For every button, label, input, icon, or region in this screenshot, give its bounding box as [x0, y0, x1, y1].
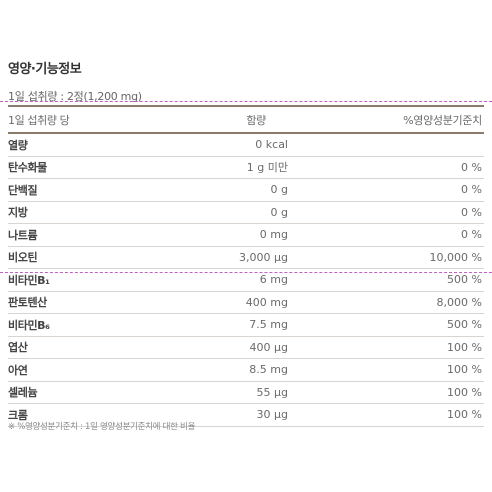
nutrition-table: 1일 섭취량 당 함량 %영양성분기준치 열량 0 kcal 탄수화물 1 g 미만 0… [8, 107, 484, 427]
nutrient-daily-value: 0 % [461, 183, 482, 197]
nutrient-amount: 30 μg [256, 408, 288, 422]
table-top-rule [8, 105, 484, 107]
nutrient-daily-value: 500 % [447, 318, 482, 332]
nutrient-amount: 55 μg [256, 385, 288, 399]
table-row: 열량 0 kcal [8, 134, 484, 157]
header-name: 1일 섭취량 당 [8, 113, 70, 127]
nutrient-daily-value: 0 % [461, 205, 482, 219]
nutrient-name: 비타민B₆ [8, 318, 50, 332]
table-row: 크롬 30 μg 100 % [8, 404, 484, 427]
nutrient-name: 엽산 [8, 341, 28, 355]
nutrient-name: 크롬 [8, 408, 28, 422]
nutrient-daily-value: 100 % [447, 408, 482, 422]
nutrient-name: 열량 [8, 138, 28, 152]
guide-line-top [0, 101, 492, 102]
table-row: 단백질 0 g 0 % [8, 179, 484, 202]
nutrient-daily-value: 0 % [461, 228, 482, 242]
table-row: 비오틴 3,000 μg 10,000 % [8, 247, 484, 269]
nutrient-amount: 6 mg [259, 273, 288, 287]
panel-title: 영양·기능정보 [8, 62, 82, 77]
nutrient-amount: 1 g 미만 [246, 161, 288, 175]
nutrient-name: 아연 [8, 363, 28, 377]
table-row: 비타민B₁ 6 mg 500 % [8, 269, 484, 292]
nutrient-name: 비타민B₁ [8, 273, 50, 287]
nutrient-amount: 0 g [270, 183, 288, 197]
footnote: ※ %영양성분기준치 : 1일 영양성분기준치에 대한 비율 [8, 422, 196, 432]
table-header: 1일 섭취량 당 함량 %영양성분기준치 [8, 107, 484, 134]
table-row: 탄수화물 1 g 미만 0 % [8, 157, 484, 179]
table-row: 셀레늄 55 μg 100 % [8, 382, 484, 404]
nutrient-name: 탄수화물 [8, 161, 47, 175]
nutrient-amount: 0 kcal [255, 138, 288, 152]
header-daily-value: %영양성분기준치 [403, 113, 482, 127]
nutrient-name: 나트륨 [8, 228, 38, 242]
table-row: 비타민B₆ 7.5 mg 500 % [8, 314, 484, 337]
nutrient-name: 지방 [8, 206, 28, 220]
serving-size: 1일 섭취량 : 2정(1,200 mg) [8, 90, 142, 103]
header-amount: 함량 [246, 113, 266, 127]
nutrient-daily-value: 500 % [447, 273, 482, 287]
nutrient-amount: 7.5 mg [249, 318, 288, 332]
guide-line-bottom [0, 272, 492, 273]
nutrient-amount: 0 mg [259, 228, 288, 242]
nutrient-name: 판토텐산 [8, 296, 47, 310]
nutrient-amount: 0 g [270, 205, 288, 219]
nutrient-name: 단백질 [8, 183, 38, 197]
nutrient-daily-value: 100 % [447, 363, 482, 377]
table-row: 엽산 400 μg 100 % [8, 337, 484, 359]
nutrient-amount: 3,000 μg [239, 250, 288, 264]
table-row: 아연 8.5 mg 100 % [8, 359, 484, 382]
nutrient-amount: 8.5 mg [249, 363, 288, 377]
nutrient-amount: 400 μg [249, 340, 288, 354]
table-row: 나트륨 0 mg 0 % [8, 224, 484, 247]
nutrient-daily-value: 100 % [447, 340, 482, 354]
nutrient-amount: 400 mg [245, 295, 288, 309]
nutrient-name: 셀레늄 [8, 386, 38, 400]
nutrient-daily-value: 0 % [461, 160, 482, 174]
table-row: 판토텐산 400 mg 8,000 % [8, 292, 484, 314]
nutrient-daily-value: 8,000 % [436, 295, 482, 309]
table-row: 지방 0 g 0 % [8, 202, 484, 224]
nutrient-daily-value: 100 % [447, 385, 482, 399]
nutrient-name: 비오틴 [8, 251, 38, 265]
nutrient-daily-value: 10,000 % [429, 250, 482, 264]
